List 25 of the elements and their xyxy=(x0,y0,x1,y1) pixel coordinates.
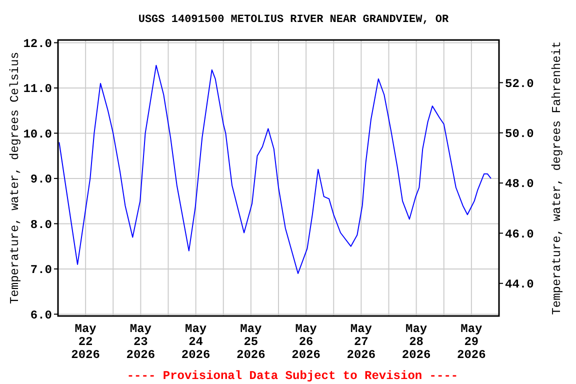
x-tick-label: May 26 2026 xyxy=(292,322,320,362)
line-series xyxy=(58,64,492,274)
y-axis-title: Temperature, water, degrees Celsius xyxy=(8,52,22,304)
x-tick-label: May 24 2026 xyxy=(181,322,210,362)
y2-axis-title: Temperature, water, degrees Fahrenheit xyxy=(550,41,564,315)
y-tick-label: 8.0 xyxy=(30,218,52,232)
chart-title: USGS 14091500 METOLIUS RIVER NEAR GRANDVIEW, OR xyxy=(138,14,450,26)
y-tick-label: 12.0 xyxy=(23,36,52,51)
x-tick-label: May 22 2026 xyxy=(71,322,100,362)
y-tick-label: 11.0 xyxy=(23,82,52,96)
y-tick-label: 9.0 xyxy=(30,172,52,187)
x-tick-label: May 23 2026 xyxy=(126,322,156,362)
y2-tick-label: 48.0 xyxy=(505,177,534,192)
y-tick-label: 6.0 xyxy=(30,308,52,322)
y2-tick-label: 50.0 xyxy=(505,127,534,142)
x-tick-label: May 27 2026 xyxy=(346,322,376,362)
y2-tick-label: 46.0 xyxy=(505,227,534,242)
x-tick-label: May 28 2026 xyxy=(402,322,431,362)
text: ---- Provisional Data Subject to Revision ---- xyxy=(126,369,458,383)
x-tick-label: May 25 2026 xyxy=(236,322,266,362)
y-tick-label: 10.0 xyxy=(23,127,52,142)
x-tick-label: May 29 2026 xyxy=(457,322,486,362)
y-tick-label: 7.0 xyxy=(30,263,52,278)
y2-tick-label: 52.0 xyxy=(505,76,534,91)
y2-tick-label: 44.0 xyxy=(505,278,534,292)
